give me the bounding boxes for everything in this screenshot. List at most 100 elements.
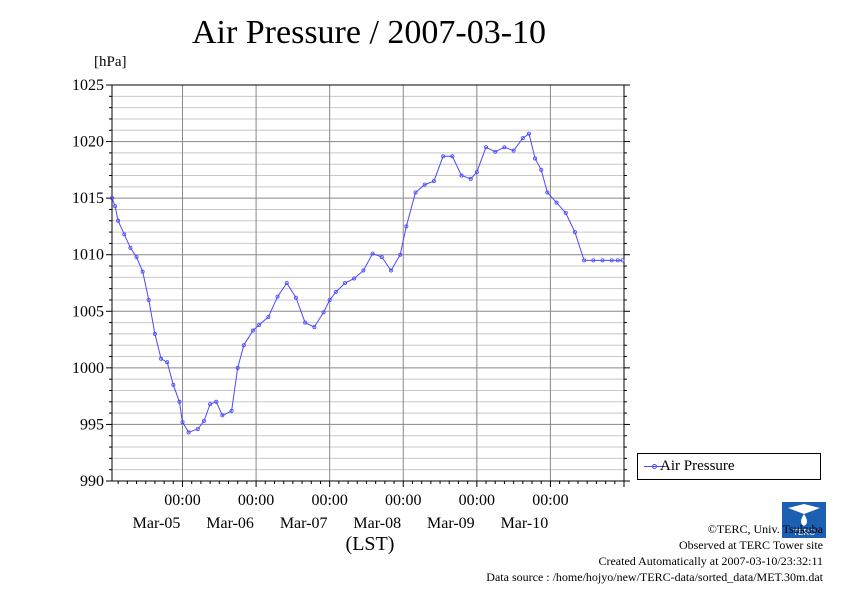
data-point xyxy=(620,258,625,263)
data-point xyxy=(484,145,489,150)
legend-label: Air Pressure xyxy=(660,458,735,474)
chart-title: Air Pressure / 2007-03-10 xyxy=(191,14,547,51)
x-tick-date: Mar-09 xyxy=(427,515,475,532)
data-point xyxy=(511,148,516,153)
data-point xyxy=(312,325,317,330)
data-point xyxy=(370,251,375,256)
data-point xyxy=(116,218,121,223)
credit-created: Created Automatically at 2007-03-10/23:3… xyxy=(598,554,823,568)
x-tick-time: 00:00 xyxy=(532,492,568,509)
data-point xyxy=(539,167,544,172)
data-point xyxy=(343,280,348,285)
data-point xyxy=(171,382,176,387)
y-tick-label: 1010 xyxy=(72,247,104,264)
x-tick-date: Mar-07 xyxy=(280,515,328,532)
data-point xyxy=(266,314,271,319)
data-point xyxy=(195,426,200,431)
data-point xyxy=(152,331,157,336)
data-point xyxy=(361,268,366,273)
x-tick-date: Mar-05 xyxy=(133,515,181,532)
x-tick-time: 00:00 xyxy=(311,492,347,509)
data-point xyxy=(520,136,525,141)
data-point xyxy=(526,131,531,136)
x-tick-time: 00:00 xyxy=(164,492,200,509)
data-point xyxy=(615,258,620,263)
data-point xyxy=(352,276,357,281)
data-point xyxy=(388,268,393,273)
y-tick-labels: 990 995 1000 1005 1010 1015 1020 1025 xyxy=(72,77,104,490)
legend-swatch xyxy=(644,464,664,469)
y-tick-label: 990 xyxy=(80,473,104,490)
data-point xyxy=(582,258,587,263)
x-tick-time: 00:00 xyxy=(385,492,421,509)
data-point xyxy=(293,295,298,300)
data-point xyxy=(459,173,464,178)
x-tick-time: 00:00 xyxy=(459,492,495,509)
data-point xyxy=(251,328,256,333)
data-point xyxy=(201,419,206,424)
data-point xyxy=(321,310,326,315)
plot-frame xyxy=(111,84,625,482)
data-point xyxy=(441,154,446,159)
data-point xyxy=(140,269,145,274)
credit-observed: Observed at TERC Tower site xyxy=(678,538,823,552)
data-point xyxy=(180,420,185,425)
data-point xyxy=(404,224,409,229)
series-air-pressure xyxy=(110,131,625,435)
credits: ©TERC, Univ. Tsukuba Observed at TERC To… xyxy=(486,521,823,585)
data-point xyxy=(502,145,507,150)
data-point xyxy=(275,294,280,299)
data-point xyxy=(333,290,338,295)
data-point xyxy=(128,245,133,250)
data-point xyxy=(186,430,191,435)
data-point xyxy=(165,360,170,365)
x-tick-date: Mar-08 xyxy=(353,515,401,532)
y-tick-label: 1005 xyxy=(72,303,104,320)
x-axis-label: (LST) xyxy=(345,533,395,555)
data-point xyxy=(398,252,403,257)
credit-source: Data source : /home/hojyo/new/TERC-data/… xyxy=(486,570,823,584)
data-point xyxy=(110,196,115,201)
data-point xyxy=(214,399,219,404)
x-tick-labels: 00:00 Mar-05 00:00 Mar-06 00:00 Mar-07 00:00 Ma… xyxy=(133,492,569,532)
data-point xyxy=(303,320,308,325)
data-point xyxy=(600,258,605,263)
grid-lines xyxy=(112,85,624,481)
data-point xyxy=(113,204,118,209)
data-point xyxy=(533,156,538,161)
data-point xyxy=(257,322,262,327)
data-point xyxy=(177,399,182,404)
series-line xyxy=(111,132,623,433)
x-tick-date: Mar-06 xyxy=(206,515,254,532)
data-point xyxy=(159,356,164,361)
data-point xyxy=(563,210,568,215)
y-tick-label: 1000 xyxy=(72,360,104,377)
data-point xyxy=(220,413,225,418)
terc-logo: TERC xyxy=(782,502,826,538)
logo-text: TERC xyxy=(793,528,815,537)
data-point xyxy=(122,232,127,237)
y-tick-label: 1020 xyxy=(72,134,104,151)
data-point xyxy=(235,365,240,370)
y-axis-unit: [hPa] xyxy=(94,54,127,70)
data-point xyxy=(493,149,498,154)
y-tick-label: 1015 xyxy=(72,190,104,207)
data-point xyxy=(134,254,139,259)
data-point xyxy=(229,408,234,413)
data-point xyxy=(591,258,596,263)
data-point xyxy=(554,200,559,205)
y-tick-label: 1025 xyxy=(72,77,104,94)
data-point xyxy=(422,182,427,187)
data-point xyxy=(450,154,455,159)
data-point xyxy=(431,179,436,184)
x-tick-date: Mar-10 xyxy=(501,515,549,532)
data-point xyxy=(474,170,479,175)
data-point xyxy=(572,230,577,235)
axes xyxy=(106,84,630,487)
y-tick-label: 995 xyxy=(80,416,104,433)
data-point xyxy=(241,343,246,348)
data-point xyxy=(468,176,473,181)
x-tick-time: 00:00 xyxy=(238,492,274,509)
data-point xyxy=(545,190,550,195)
